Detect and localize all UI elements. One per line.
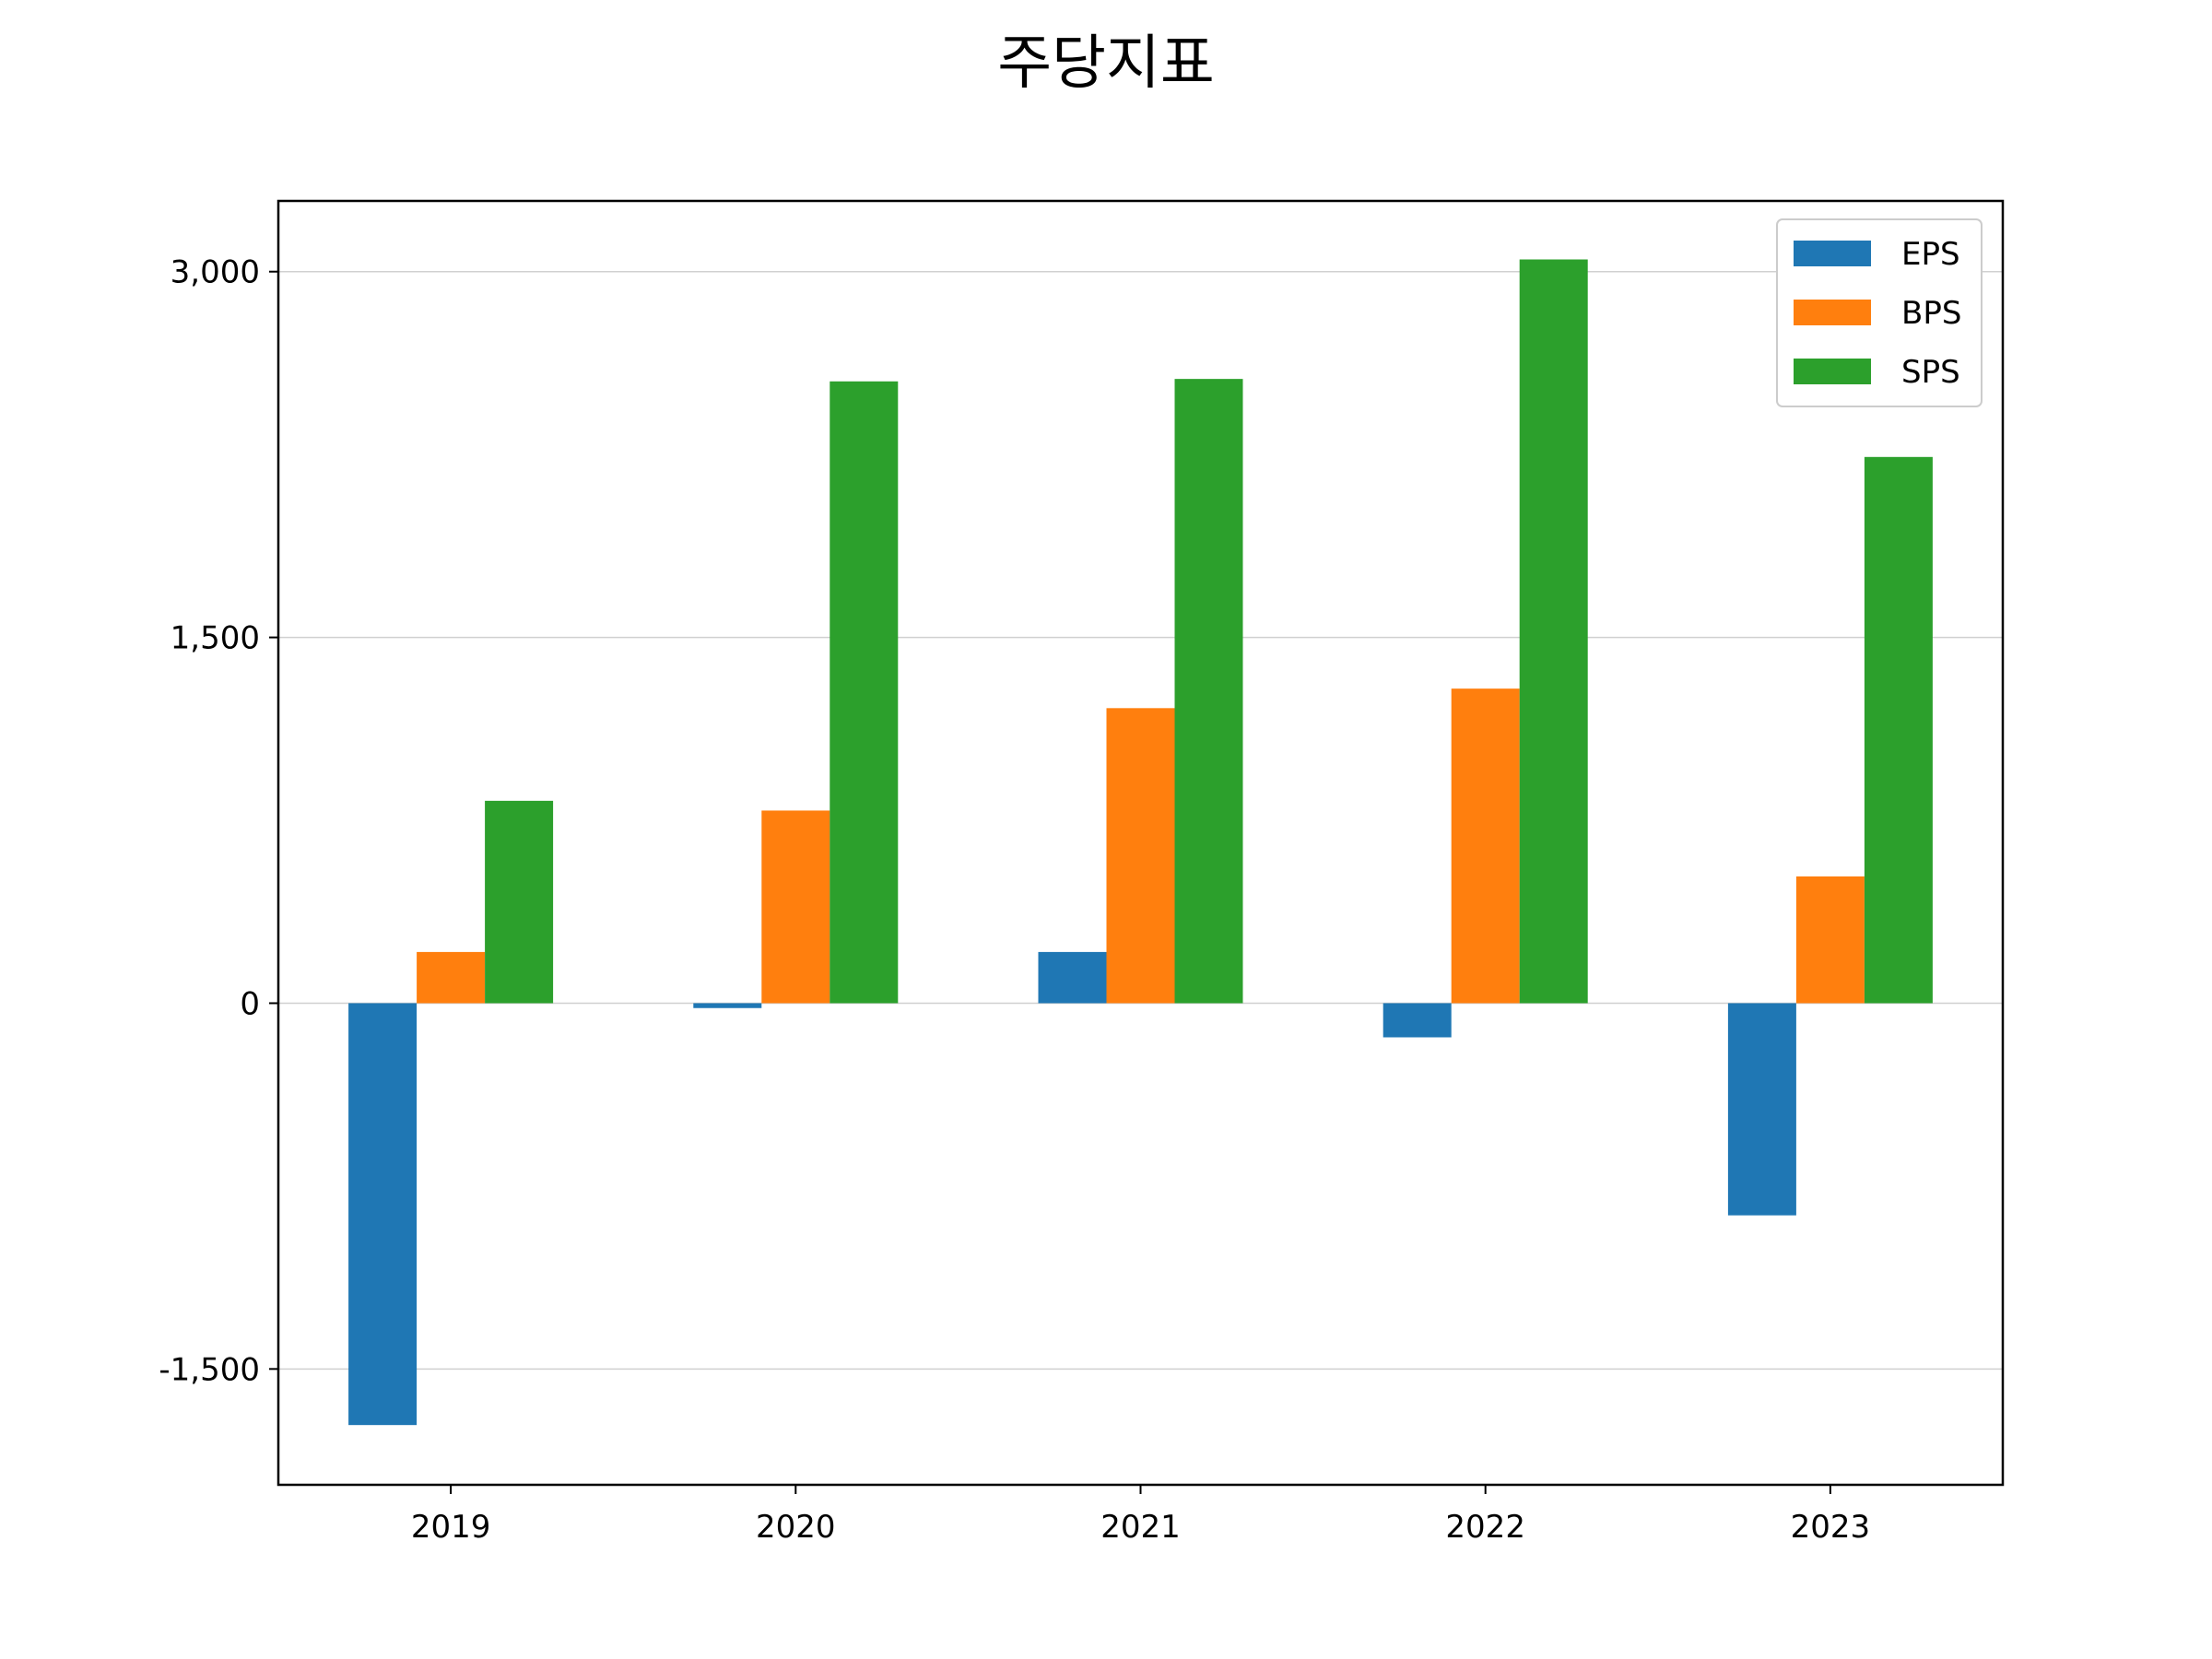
bar-sps-2021 [1174, 379, 1243, 1004]
bar-bps-2022 [1451, 688, 1520, 1004]
legend-label-sps: SPS [1901, 354, 1960, 391]
legend-swatch-sps [1794, 359, 1871, 384]
y-tick-label-1: 0 [240, 985, 260, 1022]
bar-eps-2023 [1727, 1003, 1796, 1216]
legend-label-eps: EPS [1901, 236, 1960, 273]
y-tick-label-0: -1,500 [159, 1351, 260, 1388]
bar-eps-2022 [1382, 1003, 1452, 1038]
bar-sps-2019 [485, 800, 554, 1004]
y-tick-label-2: 1,500 [171, 620, 260, 657]
x-tick-label-2019: 2019 [411, 1509, 491, 1546]
bar-bps-2019 [417, 951, 486, 1004]
x-tick-label-2023: 2023 [1791, 1509, 1871, 1546]
bar-sps-2020 [830, 381, 899, 1004]
bar-eps-2019 [348, 1003, 418, 1426]
bar-bps-2023 [1795, 876, 1865, 1004]
chart-title: 주당지표 [997, 29, 1215, 98]
bar-sps-2023 [1864, 456, 1933, 1004]
y-tick-label-3: 3,000 [171, 254, 260, 291]
legend-swatch-eps [1794, 241, 1871, 266]
plot-area: -1,500 0 1,500 3,000 2019 2020 2021 2022 2023 EPS… [159, 199, 2005, 1546]
legend-label-bps: BPS [1901, 295, 1961, 332]
bar-eps-2021 [1038, 951, 1107, 1004]
bar-bps-2021 [1106, 708, 1175, 1004]
x-tick-label-2022: 2022 [1445, 1509, 1525, 1546]
bar-sps-2022 [1519, 259, 1588, 1004]
legend-swatch-bps [1794, 300, 1871, 325]
x-tick-label-2020: 2020 [756, 1509, 836, 1546]
x-tick-label-2021: 2021 [1100, 1509, 1181, 1546]
bar-eps-2020 [693, 1003, 762, 1008]
bar-bps-2020 [761, 810, 830, 1004]
